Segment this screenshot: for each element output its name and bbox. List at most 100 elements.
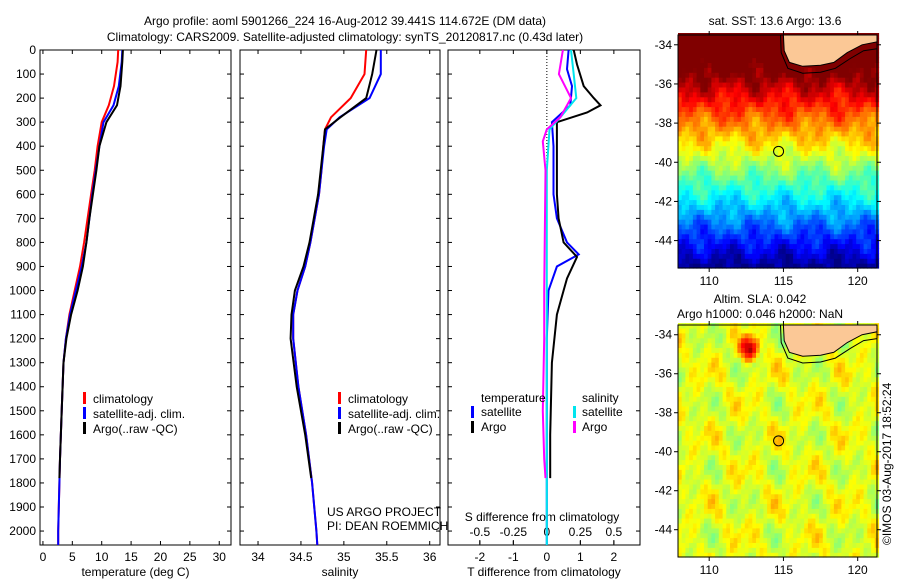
sla-cell [722,513,727,519]
sla-cell [692,415,698,422]
sst-cell [789,204,794,210]
sla-cell [718,396,724,402]
sst-cell [696,233,701,240]
sla-cell [822,435,828,441]
sla-cell [689,371,694,378]
sst-cell [692,52,698,59]
sst-cell [863,77,868,83]
sst-cell [718,233,724,240]
sst-cell [778,175,783,181]
sla-cell [785,391,790,397]
sst-cell [867,116,872,122]
sla-cell [737,483,742,490]
sst-cell [696,145,701,152]
sla-cell [770,405,776,412]
sla-cell [685,547,690,553]
sst-cell [804,77,809,83]
sst-cell [707,189,712,196]
sst-cell [841,67,846,73]
sla-cell [819,444,824,451]
sla-cell [733,479,738,485]
sst-cell [681,209,686,215]
sla-cell [789,459,794,465]
sst-cell [763,135,768,142]
sst-cell [852,72,857,78]
sst-cell [696,52,701,59]
s-axis-label: S difference from climatology [465,510,620,524]
sla-cell [685,537,690,543]
sla-cell [815,381,820,387]
sla-cell [815,371,820,378]
sst-cell [741,228,746,235]
sla-cell [800,474,805,480]
sla-cell [685,518,690,524]
sst-cell [741,223,746,230]
sla-cell [800,488,805,495]
sst-cell [759,67,764,73]
sst-cell [815,179,820,186]
sst-cell [826,160,831,166]
sst-cell [741,258,746,264]
sst-cell [804,101,809,108]
sst-cell [733,52,738,59]
sst-cell [845,91,850,98]
sla-cell [800,371,805,378]
sla-cell [718,444,724,451]
sst-cell [852,238,857,245]
sla-cell [800,522,805,529]
sla-cell [767,430,772,436]
sla-cell [711,381,716,387]
sst-cell [752,204,757,210]
sst-cell [767,155,772,161]
sla-cell [707,474,712,480]
sst-cell [681,140,686,147]
sla-cell [819,469,824,475]
sst-cell [785,96,790,103]
sst-cell [867,52,872,59]
sst-cell [685,140,690,147]
sla-cell [737,522,742,529]
sla-cell [711,532,716,539]
sst-cell [707,91,712,98]
sst-cell [692,37,698,44]
sla-cell [681,391,686,397]
sst-cell [826,223,831,230]
sst-cell [852,194,857,201]
sst-cell [763,82,768,88]
sla-cell [730,371,735,378]
sst-cell [759,258,764,264]
sla-cell [704,391,709,397]
plot-frame [239,49,441,546]
sst-cell [700,189,705,196]
sla-cell [815,537,820,543]
sst-cell [852,106,857,112]
sla-cell [741,498,746,504]
sst-cell [819,223,824,230]
sst-cell [822,179,828,186]
sst-cell [789,82,794,88]
sst-cell [748,140,753,147]
sst-cell [752,130,757,137]
sst-cell [767,194,772,201]
sla-cell [815,552,820,558]
sst-cell [867,253,872,259]
sst-cell [744,47,750,54]
sst-cell [722,253,727,259]
sst-cell [819,155,824,161]
sst-cell [785,57,790,63]
sla-cell [793,522,798,529]
sst-cell [807,184,813,191]
sst-cell [737,214,742,220]
sla-cell [770,327,776,334]
sst-cell [744,106,750,112]
sla-cell [681,449,686,456]
sla-cell [726,440,731,446]
sla-cell [748,493,753,500]
sst-cell [678,253,683,259]
sst-cell [822,116,828,122]
sst-cell [778,199,783,205]
sla-cell [830,366,835,373]
sla-cell [807,405,813,412]
sst-cell [748,214,753,220]
sst-cell [833,91,839,98]
